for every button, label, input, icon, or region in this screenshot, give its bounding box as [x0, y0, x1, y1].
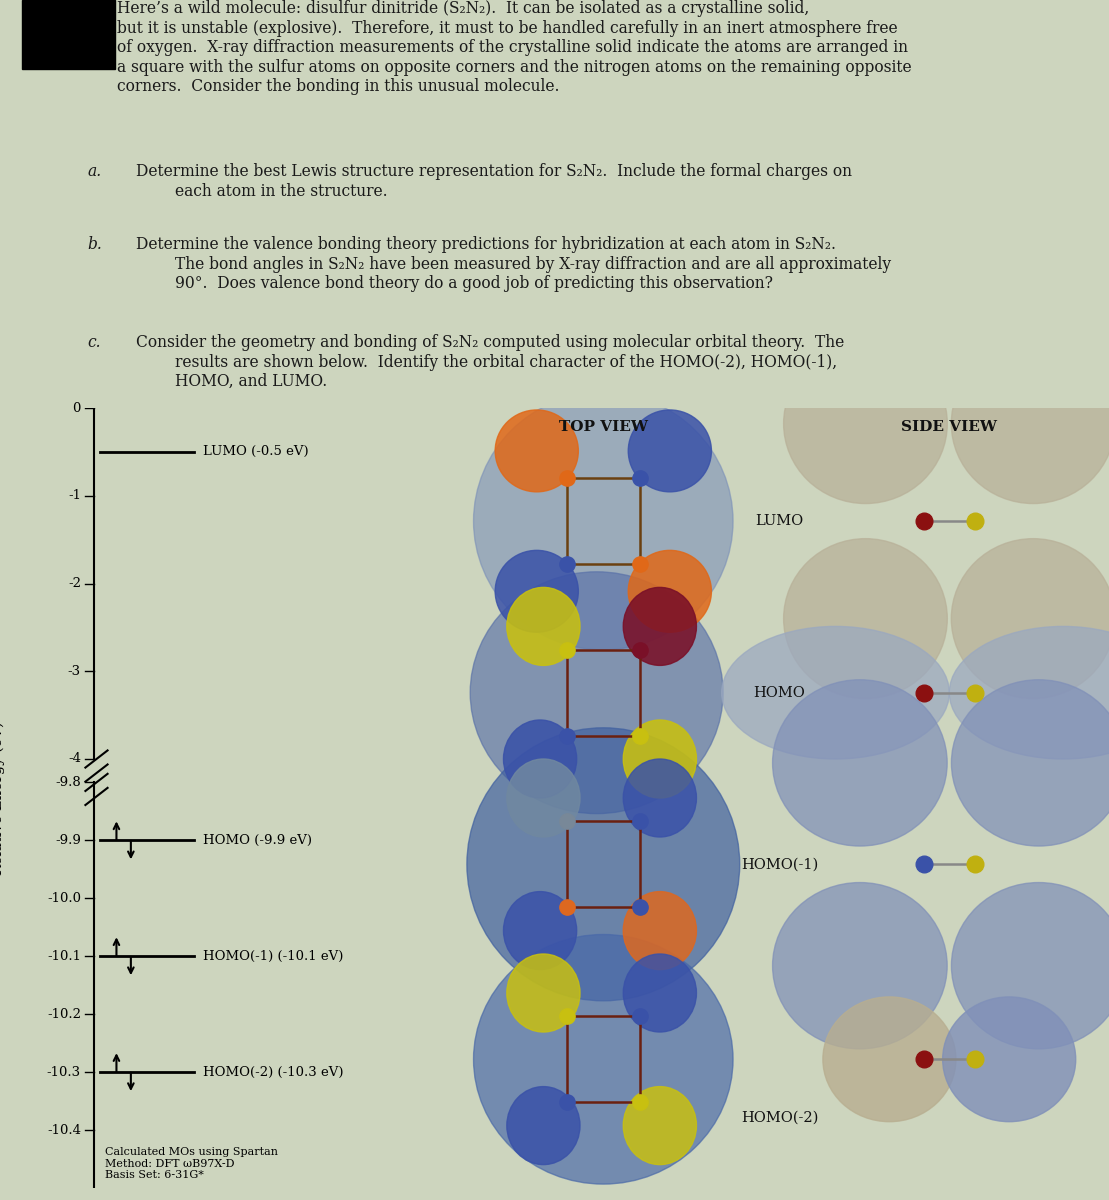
Ellipse shape: [952, 539, 1109, 698]
Text: -10.0: -10.0: [47, 892, 81, 905]
Ellipse shape: [474, 935, 733, 1184]
Ellipse shape: [470, 572, 723, 814]
Text: HOMO(-1) (-10.1 eV): HOMO(-1) (-10.1 eV): [203, 949, 344, 962]
Text: -1: -1: [68, 490, 81, 503]
Text: 0: 0: [72, 402, 81, 414]
Ellipse shape: [496, 551, 579, 632]
Ellipse shape: [474, 392, 733, 649]
Ellipse shape: [503, 720, 577, 798]
Text: LUMO: LUMO: [755, 514, 804, 528]
Ellipse shape: [943, 997, 1076, 1122]
Text: HOMO(-2): HOMO(-2): [741, 1111, 818, 1124]
Ellipse shape: [467, 727, 740, 1001]
Ellipse shape: [784, 343, 947, 504]
Ellipse shape: [623, 720, 696, 798]
Ellipse shape: [507, 588, 580, 665]
Ellipse shape: [952, 343, 1109, 504]
Text: -10.2: -10.2: [47, 1008, 81, 1021]
Text: TOP VIEW: TOP VIEW: [559, 420, 648, 433]
Text: -3: -3: [68, 665, 81, 678]
Ellipse shape: [823, 997, 956, 1122]
Ellipse shape: [623, 954, 696, 1032]
Text: Determine the valence bonding theory predictions for hybridization at each atom : Determine the valence bonding theory pre…: [136, 236, 892, 293]
Ellipse shape: [623, 588, 696, 665]
Text: -10.3: -10.3: [47, 1066, 81, 1079]
Text: -10.4: -10.4: [47, 1123, 81, 1136]
Ellipse shape: [507, 954, 580, 1032]
Text: Determine the best Lewis structure representation for S₂N₂.  Include the formal : Determine the best Lewis structure repre…: [136, 163, 853, 199]
Text: HOMO: HOMO: [754, 685, 805, 700]
Text: a.: a.: [88, 163, 102, 180]
Text: SIDE VIEW: SIDE VIEW: [902, 420, 997, 433]
Text: -4: -4: [68, 752, 81, 766]
Ellipse shape: [784, 539, 947, 698]
Text: HOMO(-2) (-10.3 eV): HOMO(-2) (-10.3 eV): [203, 1066, 344, 1079]
Ellipse shape: [949, 626, 1109, 760]
Ellipse shape: [623, 892, 696, 970]
Text: -9.9: -9.9: [55, 834, 81, 847]
Ellipse shape: [952, 679, 1109, 846]
Ellipse shape: [628, 410, 712, 492]
Bar: [22, 0, 114, 70]
Text: LUMO (-0.5 eV): LUMO (-0.5 eV): [203, 445, 308, 458]
Text: Here’s a wild molecule: disulfur dinitride (S₂N₂).  It can be isolated as a crys: Here’s a wild molecule: disulfur dinitri…: [116, 0, 912, 96]
Text: Calculated MOs using Spartan
Method: DFT ωB97X-D
Basis Set: 6-31G*: Calculated MOs using Spartan Method: DFT…: [105, 1147, 278, 1181]
Ellipse shape: [503, 892, 577, 970]
Text: -10.1: -10.1: [47, 949, 81, 962]
Text: Consider the geometry and bonding of S₂N₂ computed using molecular orbital theor: Consider the geometry and bonding of S₂N…: [136, 334, 845, 390]
Text: c.: c.: [88, 334, 101, 352]
Ellipse shape: [507, 1087, 580, 1164]
Ellipse shape: [952, 882, 1109, 1049]
Text: Relative Energy (eV): Relative Energy (eV): [0, 721, 4, 875]
Ellipse shape: [773, 882, 947, 1049]
Ellipse shape: [628, 551, 712, 632]
Text: -9.8: -9.8: [55, 776, 81, 788]
Ellipse shape: [623, 1087, 696, 1164]
Ellipse shape: [773, 679, 947, 846]
Ellipse shape: [496, 410, 579, 492]
Ellipse shape: [623, 758, 696, 838]
Text: -2: -2: [68, 577, 81, 590]
Text: HOMO (-9.9 eV): HOMO (-9.9 eV): [203, 834, 312, 847]
Ellipse shape: [722, 626, 949, 760]
Text: b.: b.: [88, 236, 102, 253]
Text: HOMO(-1): HOMO(-1): [741, 857, 818, 871]
Ellipse shape: [507, 758, 580, 838]
